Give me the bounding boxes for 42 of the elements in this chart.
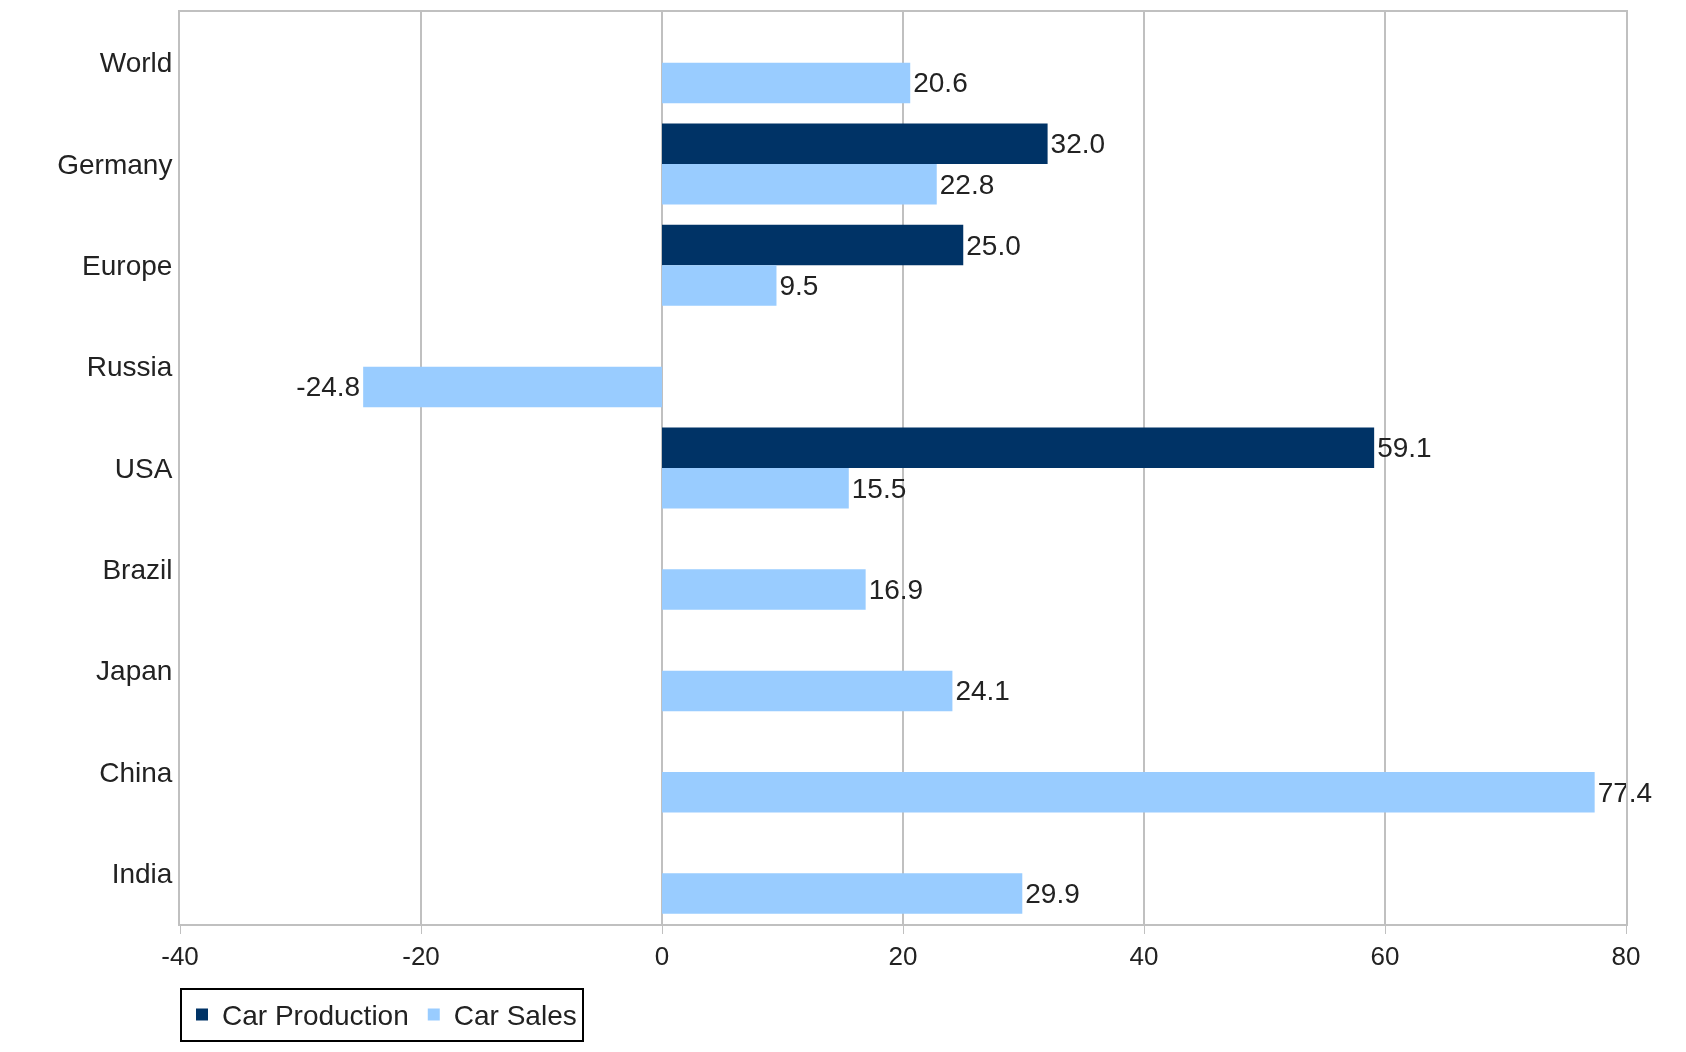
y-tick-label: World — [99, 47, 173, 79]
bar — [662, 468, 849, 509]
data-label: 24.1 — [955, 675, 1010, 707]
data-label: 20.6 — [913, 67, 968, 99]
x-tick-label: 80 — [1611, 941, 1641, 972]
bar — [662, 62, 911, 104]
bar — [662, 164, 937, 205]
data-label: 25.0 — [966, 229, 1021, 261]
y-tick-label: Germany — [57, 148, 173, 180]
data-label: 32.0 — [1050, 128, 1106, 160]
data-label: 22.8 — [939, 168, 995, 200]
bar — [662, 873, 1023, 914]
y-tick-label: China — [99, 756, 173, 788]
y-tick-label: Brazil — [102, 554, 173, 586]
bar — [662, 427, 1375, 468]
bar — [662, 224, 964, 266]
x-tick-label: -40 — [161, 941, 199, 972]
data-label: 9.5 — [779, 270, 819, 302]
bar — [662, 569, 866, 610]
data-label: 16.9 — [868, 574, 924, 606]
x-tick-label: 20 — [888, 941, 918, 972]
x-tick-label: -20 — [402, 941, 440, 972]
y-tick-label: USA — [114, 452, 173, 484]
legend-label: Car Production — [222, 1000, 409, 1032]
x-tick-label: 0 — [654, 941, 670, 972]
y-tick-label: India — [111, 858, 173, 890]
y-tick-label: Europe — [82, 250, 173, 282]
data-label: 59.1 — [1377, 432, 1432, 464]
legend-label: Car Sales — [453, 1000, 577, 1032]
bar — [662, 123, 1048, 164]
x-tick-label: 40 — [1129, 941, 1159, 972]
y-tick-label: Japan — [96, 655, 173, 687]
bar — [662, 772, 1595, 813]
x-tick-label: 60 — [1370, 941, 1400, 972]
data-label: 77.4 — [1597, 776, 1653, 808]
data-label: 15.5 — [851, 472, 907, 504]
bar — [662, 670, 953, 712]
y-tick-label: Russia — [86, 351, 173, 383]
data-label: -24.8 — [296, 371, 361, 403]
bar — [363, 366, 662, 408]
data-label: 29.9 — [1025, 878, 1080, 910]
bar — [662, 265, 777, 306]
